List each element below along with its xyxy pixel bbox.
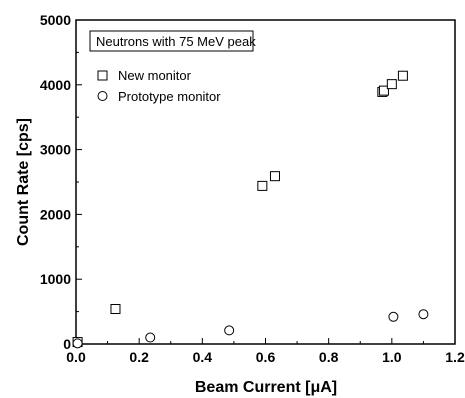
annotation-box: Neutrons with 75 MeV peak — [89, 30, 256, 52]
x-axis-title: Beam Current [μA] — [195, 379, 337, 396]
x-tick-label: 1.2 — [445, 349, 465, 365]
point-new-monitor — [378, 85, 389, 96]
data-points — [72, 70, 429, 349]
point-prototype-monitor — [145, 332, 156, 343]
annotation-text: Neutrons with 75 MeV peak — [96, 34, 256, 49]
point-new-monitor — [110, 304, 121, 315]
y-tick-label: 5000 — [40, 12, 71, 28]
x-tick-label: 0.4 — [193, 349, 213, 365]
x-tick-label: 1.0 — [382, 349, 402, 365]
y-tick-label: 4000 — [40, 77, 71, 93]
y-tick-labels: 0 1000 2000 3000 4000 5000 — [40, 12, 71, 352]
legend-label-prototype-monitor: Prototype monitor — [118, 89, 221, 104]
y-tick-label: 1000 — [40, 271, 71, 287]
x-tick-label: 0.8 — [319, 349, 339, 365]
x-tick-label: 0.6 — [256, 349, 276, 365]
point-new-monitor — [386, 79, 397, 90]
point-prototype-monitor — [418, 309, 429, 320]
point-prototype-monitor — [224, 325, 235, 336]
x-tick-label: 0.2 — [129, 349, 149, 365]
y-tick-label: 0 — [63, 336, 71, 352]
point-new-monitor — [397, 70, 408, 81]
axis-ticks — [75, 19, 456, 345]
y-axis-title: Count Rate [cps] — [15, 118, 32, 246]
legend-marker-new-monitor — [97, 70, 108, 81]
point-new-monitor — [257, 180, 268, 191]
x-tick-labels: 0.0 0.2 0.4 0.6 0.8 1.0 1.2 — [66, 349, 465, 365]
legend: New monitor Prototype monitor — [97, 68, 221, 104]
point-prototype-monitor — [72, 338, 83, 349]
y-tick-label: 2000 — [40, 206, 71, 222]
y-tick-label: 3000 — [40, 142, 71, 158]
x-tick-label: 0.0 — [66, 349, 86, 365]
point-new-monitor — [269, 171, 280, 182]
legend-marker-prototype-monitor — [97, 91, 108, 101]
legend-label-new-monitor: New monitor — [118, 68, 192, 83]
point-prototype-monitor — [388, 311, 399, 322]
